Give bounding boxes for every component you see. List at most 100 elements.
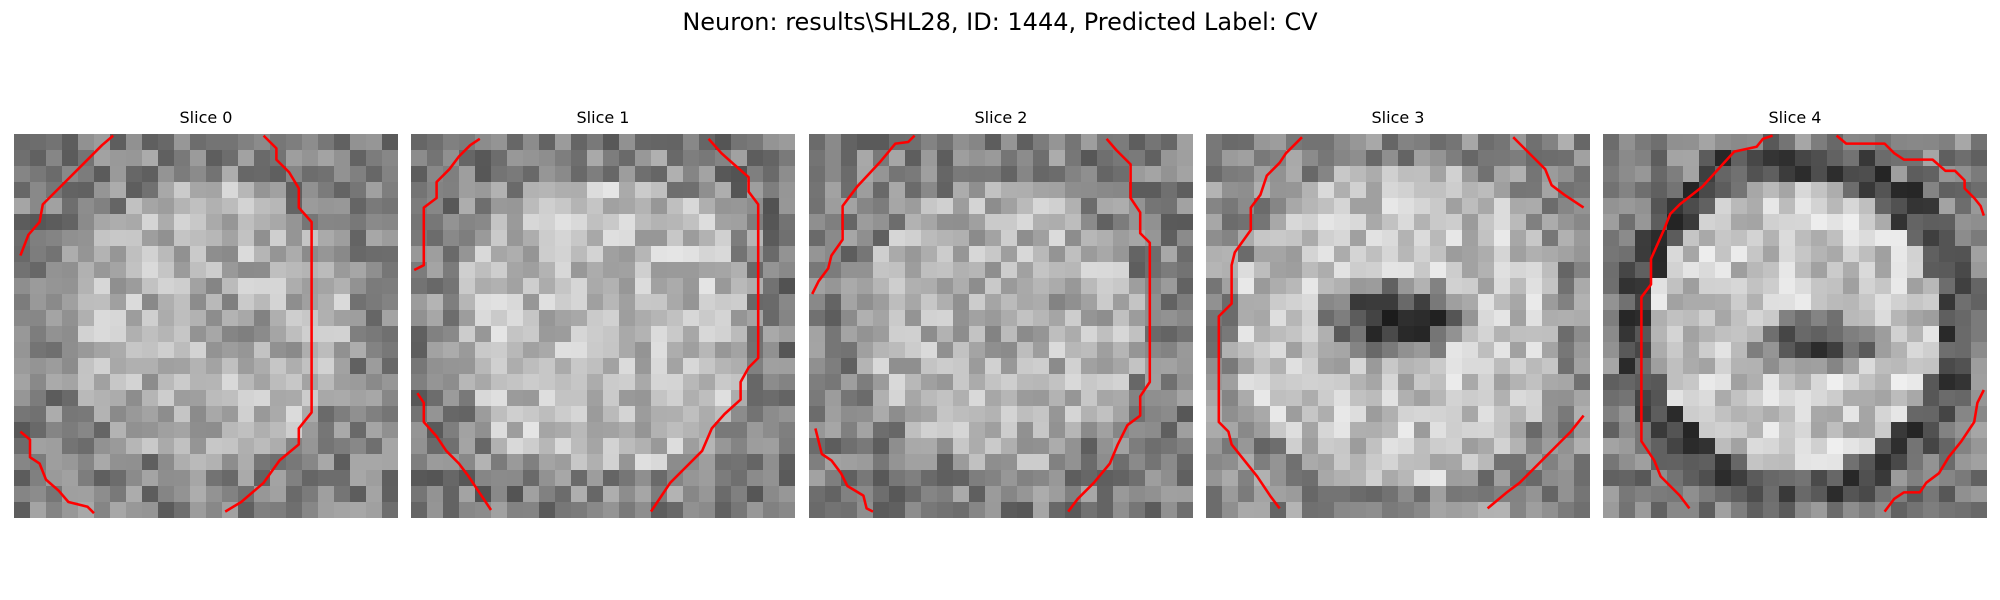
- pixel: [1683, 214, 1700, 231]
- pixel: [427, 134, 444, 151]
- pixel: [190, 246, 207, 263]
- pixel: [539, 262, 556, 279]
- pixel: [603, 262, 620, 279]
- pixel: [1270, 230, 1287, 247]
- pixel: [1350, 342, 1367, 359]
- pixel: [539, 358, 556, 375]
- pixel: [731, 502, 748, 518]
- pixel: [475, 198, 492, 215]
- pixel: [1065, 358, 1082, 375]
- pixel: [30, 374, 47, 391]
- pixel: [985, 502, 1002, 518]
- pixel: [1097, 438, 1114, 455]
- pixel: [1667, 502, 1684, 518]
- pixel: [841, 390, 858, 407]
- pixel: [238, 214, 255, 231]
- pixel: [571, 406, 588, 423]
- contour-line: [649, 137, 760, 513]
- pixel: [1907, 214, 1924, 231]
- pixel: [286, 134, 303, 151]
- pixel: [475, 438, 492, 455]
- pixel: [921, 166, 938, 183]
- pixel: [491, 486, 508, 503]
- pixel: [1001, 246, 1018, 263]
- pixel: [1731, 262, 1748, 279]
- pixel: [1049, 198, 1066, 215]
- pixel: [763, 134, 780, 151]
- pixel: [1478, 486, 1495, 503]
- pixel: [126, 342, 143, 359]
- pixel: [1955, 182, 1972, 199]
- pixel: [1827, 278, 1844, 295]
- pixel: [1875, 198, 1892, 215]
- pixel: [1542, 262, 1559, 279]
- pixel: [1206, 294, 1223, 311]
- pixel: [1161, 374, 1178, 391]
- pixel: [603, 182, 620, 199]
- pixel: [459, 438, 476, 455]
- pixel: [222, 470, 239, 487]
- pixel: [126, 278, 143, 295]
- pixel: [905, 438, 922, 455]
- pixel: [1667, 294, 1684, 311]
- pixel: [571, 342, 588, 359]
- pixel: [318, 182, 335, 199]
- pixel: [1049, 214, 1066, 231]
- pixel: [475, 470, 492, 487]
- pixel: [1366, 294, 1383, 311]
- pixel: [1350, 262, 1367, 279]
- pixel: [491, 262, 508, 279]
- pixel: [1779, 166, 1796, 183]
- pixel: [809, 198, 826, 215]
- pixel: [1049, 470, 1066, 487]
- pixel: [731, 166, 748, 183]
- pixel: [238, 326, 255, 343]
- pixel: [523, 342, 540, 359]
- pixel: [539, 294, 556, 311]
- pixel: [1747, 246, 1764, 263]
- pixel: [1971, 134, 1987, 151]
- pixel: [1779, 374, 1796, 391]
- pixel: [366, 438, 383, 455]
- pixel: [46, 438, 63, 455]
- pixel: [1875, 246, 1892, 263]
- pixel: [94, 470, 111, 487]
- pixel: [1049, 230, 1066, 247]
- pixel: [46, 390, 63, 407]
- pixel: [14, 182, 31, 199]
- pixel: [1635, 150, 1652, 167]
- pixel: [1510, 390, 1527, 407]
- pixel: [1747, 294, 1764, 311]
- pixel: [635, 326, 652, 343]
- pixel: [1081, 214, 1098, 231]
- pixel: [953, 214, 970, 231]
- pixel: [969, 150, 986, 167]
- pixel: [1097, 182, 1114, 199]
- pixel: [1414, 326, 1431, 343]
- pixel: [1651, 150, 1668, 167]
- pixel: [254, 310, 271, 327]
- pixel: [491, 134, 508, 151]
- pixel: [1811, 294, 1828, 311]
- pixel: [1827, 374, 1844, 391]
- pixel: [1414, 166, 1431, 183]
- pixel: [1731, 278, 1748, 295]
- pixel: [1667, 326, 1684, 343]
- pixel: [334, 502, 351, 518]
- pixel: [14, 390, 31, 407]
- pixel: [1907, 278, 1924, 295]
- pixel: [206, 134, 223, 151]
- pixel: [1177, 454, 1193, 471]
- pixel: [270, 134, 287, 151]
- pixel: [1683, 182, 1700, 199]
- pixel: [350, 502, 367, 518]
- pixel: [1667, 438, 1684, 455]
- pixel: [1510, 486, 1527, 503]
- pixel: [699, 342, 716, 359]
- pixel: [1033, 230, 1050, 247]
- pixel: [1907, 502, 1924, 518]
- pixel: [555, 470, 572, 487]
- pixel: [1113, 166, 1130, 183]
- pixel: [1270, 406, 1287, 423]
- pixel: [1097, 470, 1114, 487]
